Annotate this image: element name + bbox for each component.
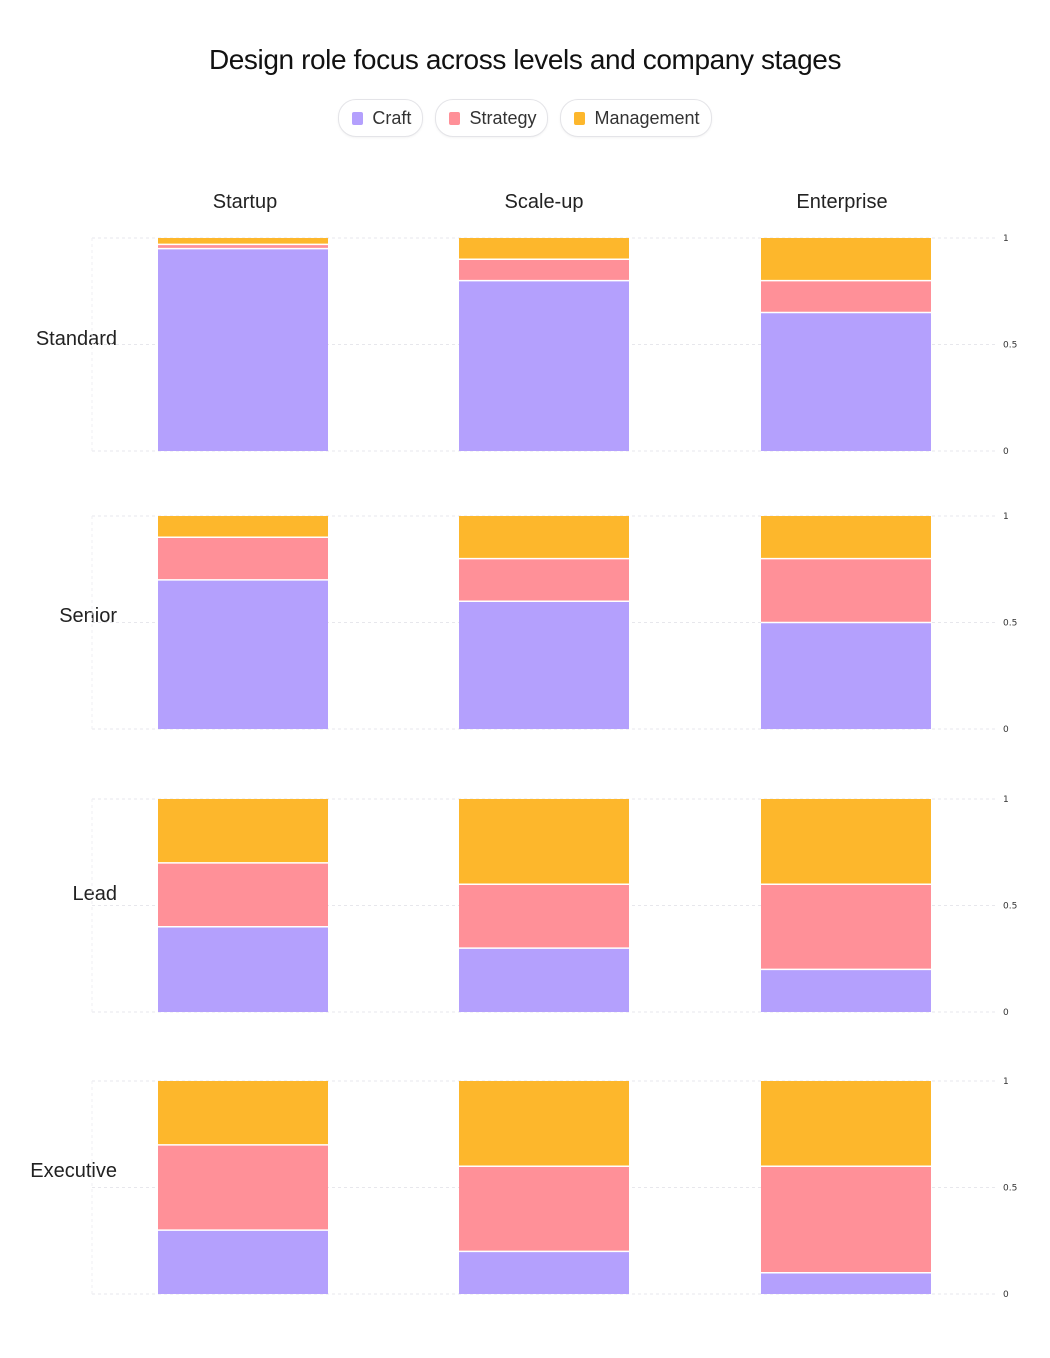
bar-segment-executive-startup-craft (158, 1230, 328, 1294)
bar-segment-executive-startup-strategy (158, 1144, 328, 1231)
legend-swatch-management (574, 111, 586, 125)
row-label-standard: Standard (35, 328, 117, 350)
row-label-lead: Lead (72, 883, 118, 905)
y-tick-label-lead: 0.5 (1003, 902, 1017, 912)
bar-segment-senior-startup-craft (158, 579, 328, 729)
legend-item-strategy[interactable]: Strategy (435, 99, 549, 137)
bar-segment-lead-scale-up-craft (459, 948, 629, 1012)
bar-segment-senior-enterprise-strategy (761, 558, 931, 623)
y-tick-label-standard: 0 (1003, 447, 1009, 457)
bar-segment-standard-enterprise-craft (761, 312, 931, 451)
row-label-executive: Executive (30, 1160, 117, 1182)
bar-segment-standard-scale-up-management (459, 238, 629, 260)
bar-segment-lead-startup-craft (158, 926, 328, 1012)
chart-title: Design role focus across levels and comp… (208, 44, 842, 75)
bar-segment-standard-startup-craft (158, 248, 328, 451)
bar-segment-executive-enterprise-craft (761, 1272, 931, 1294)
bar-segment-standard-scale-up-strategy (459, 259, 629, 281)
column-label-startup: Startup (212, 191, 278, 213)
bar-segment-senior-enterprise-craft (761, 622, 931, 729)
bar-segment-executive-scale-up-strategy (459, 1166, 629, 1252)
bar-segment-lead-scale-up-management (459, 799, 629, 885)
column-label-enterprise: Enterprise (796, 191, 888, 213)
bar-segment-senior-enterprise-management (761, 516, 931, 559)
bar-segment-executive-enterprise-management (761, 1081, 931, 1167)
y-tick-label-senior: 0 (1003, 725, 1009, 735)
y-tick-label-standard: 0.5 (1003, 341, 1017, 351)
bar-segment-lead-enterprise-management (761, 799, 931, 885)
bar-segment-lead-startup-management (158, 799, 328, 863)
bar-segment-executive-startup-management (158, 1081, 328, 1145)
bar-segment-senior-startup-strategy (158, 537, 328, 580)
bar-segment-senior-scale-up-craft (459, 601, 629, 729)
bar-segment-senior-startup-management (158, 516, 328, 538)
legend-swatch-strategy (449, 111, 461, 125)
legend-label-strategy: Strategy (469, 107, 537, 128)
bar-segment-standard-scale-up-craft (459, 280, 629, 451)
y-tick-label-executive: 0 (1003, 1290, 1009, 1300)
row-label-senior: Senior (59, 605, 117, 627)
bar-segment-senior-scale-up-strategy (459, 558, 629, 602)
bar-segment-executive-scale-up-management (459, 1081, 629, 1167)
y-tick-label-executive: 1 (1003, 1077, 1009, 1087)
bar-segment-standard-enterprise-strategy (761, 280, 931, 313)
bar-segment-lead-scale-up-strategy (459, 884, 629, 949)
bar-segment-lead-startup-strategy (158, 862, 328, 927)
y-tick-label-executive: 0.5 (1003, 1184, 1017, 1194)
bar-segment-lead-enterprise-craft (761, 969, 931, 1012)
y-tick-label-senior: 0.5 (1003, 619, 1017, 629)
bar-segment-standard-enterprise-management (761, 238, 931, 281)
legend-swatch-craft (352, 111, 364, 125)
legend: Craft Strategy Management (0, 99, 1050, 137)
bar-segment-executive-enterprise-strategy (761, 1166, 931, 1273)
legend-item-management[interactable]: Management (560, 99, 712, 137)
y-tick-label-lead: 0 (1003, 1008, 1009, 1018)
legend-label-management: Management (594, 107, 700, 128)
bar-segment-lead-enterprise-strategy (761, 884, 931, 970)
legend-label-craft: Craft (372, 107, 412, 128)
bar-segment-standard-startup-management (158, 238, 328, 245)
bar-segment-senior-scale-up-management (459, 516, 629, 559)
y-tick-label-lead: 1 (1003, 795, 1009, 805)
bar-segment-executive-scale-up-craft (459, 1251, 629, 1294)
legend-item-craft[interactable]: Craft (338, 99, 424, 137)
column-label-scale-up: Scale-up (504, 191, 584, 213)
bar-segment-standard-startup-strategy (158, 244, 328, 249)
y-tick-label-senior: 1 (1003, 512, 1009, 522)
y-tick-label-standard: 1 (1003, 234, 1009, 244)
